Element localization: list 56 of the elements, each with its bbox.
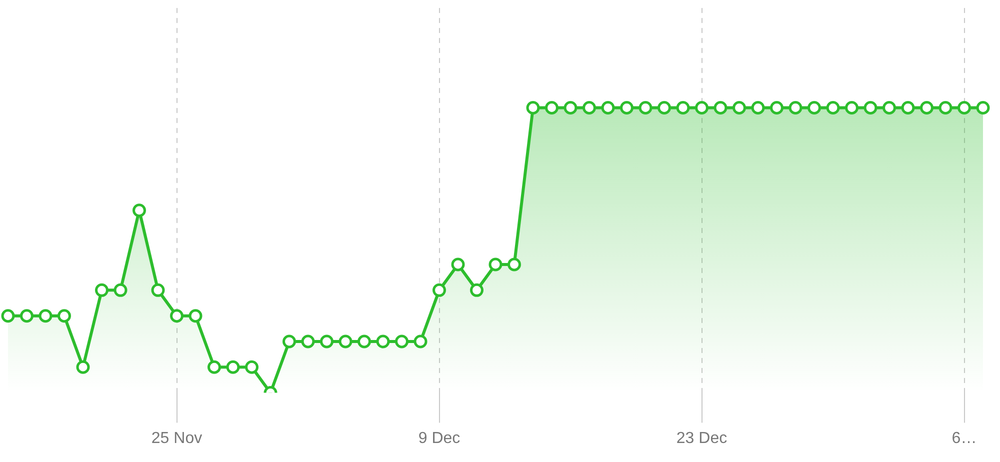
point	[114, 283, 128, 297]
point	[958, 101, 971, 115]
point	[526, 101, 540, 115]
x-tick-label: 25 Nov	[151, 430, 202, 447]
point	[788, 101, 802, 115]
point	[95, 283, 108, 297]
point	[414, 334, 428, 348]
point	[938, 101, 952, 115]
point	[864, 101, 878, 115]
point	[320, 334, 334, 348]
point	[714, 101, 728, 115]
point	[508, 258, 521, 272]
point	[20, 309, 34, 323]
point	[488, 258, 502, 272]
point	[395, 334, 408, 348]
point	[582, 101, 596, 115]
point	[882, 101, 896, 115]
point	[676, 101, 690, 115]
point	[826, 101, 840, 115]
point	[58, 309, 71, 323]
point	[301, 334, 315, 348]
point	[358, 334, 371, 348]
point	[151, 283, 165, 297]
point	[38, 309, 52, 323]
point	[732, 101, 746, 115]
point	[76, 360, 90, 374]
point	[901, 101, 915, 115]
point	[338, 334, 352, 348]
point	[658, 101, 671, 115]
x-tick-label: 23 Dec	[676, 430, 728, 447]
point	[976, 101, 990, 115]
point	[376, 334, 390, 348]
point	[920, 101, 934, 115]
x-tick-label: 6…	[952, 430, 977, 447]
point	[620, 101, 634, 115]
point	[601, 101, 615, 115]
point	[132, 204, 146, 218]
point	[245, 360, 258, 374]
point	[751, 101, 765, 115]
point	[188, 309, 202, 323]
point	[695, 101, 708, 115]
point	[564, 101, 578, 115]
point	[545, 101, 558, 115]
point	[808, 101, 821, 115]
point	[638, 101, 652, 115]
point	[1, 309, 15, 323]
point	[226, 360, 240, 374]
x-tick-label: 9 Dec	[418, 430, 460, 447]
point	[770, 101, 784, 115]
point	[208, 360, 221, 374]
point	[282, 334, 296, 348]
point	[470, 283, 484, 297]
point	[170, 309, 184, 323]
point	[432, 283, 446, 297]
point	[845, 101, 858, 115]
point	[451, 258, 465, 272]
